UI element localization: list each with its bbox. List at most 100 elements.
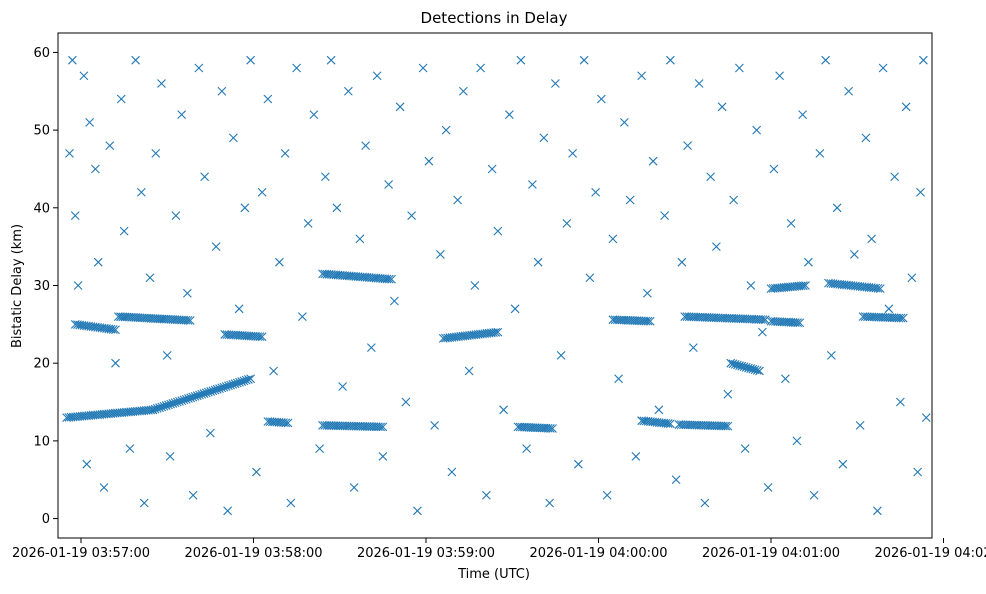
detection-marker — [378, 422, 388, 432]
detection-marker — [205, 428, 215, 438]
detection-marker — [878, 63, 888, 73]
detection-marker — [274, 257, 284, 267]
detection-marker — [760, 315, 770, 325]
detection-marker — [550, 79, 560, 88]
detection-marker — [387, 274, 396, 284]
detection-marker — [470, 281, 480, 290]
detection-marker — [200, 172, 210, 182]
detection-marker — [832, 203, 842, 213]
detection-marker — [723, 421, 733, 431]
detection-marker — [151, 149, 161, 158]
x-tick-label: 2026-01-19 03:59:00 — [357, 546, 495, 561]
detection-marker — [541, 423, 551, 433]
detection-marker — [79, 71, 89, 81]
detection-marker — [527, 180, 537, 189]
detection-marker — [90, 164, 100, 174]
detection-marker — [821, 55, 831, 65]
detection-marker — [105, 141, 115, 151]
detection-marker — [251, 467, 261, 477]
detection-marker — [645, 316, 655, 326]
detection-marker — [643, 316, 653, 326]
detection-marker — [872, 506, 882, 516]
x-tick-label: 2026-01-19 04:02:00 — [874, 546, 986, 561]
detection-marker — [533, 423, 542, 433]
detection-marker — [315, 444, 325, 454]
detection-marker — [361, 141, 371, 151]
detection-marker — [125, 444, 135, 454]
detection-marker — [349, 483, 359, 492]
detection-marker — [303, 218, 313, 228]
detection-marker — [849, 250, 859, 259]
detection-marker — [614, 374, 624, 384]
detection-marker — [504, 110, 514, 119]
detection-marker — [119, 226, 129, 236]
detection-marker — [240, 203, 250, 213]
detection-marker — [746, 281, 756, 290]
detection-marker — [723, 389, 733, 399]
detection-marker — [537, 423, 547, 433]
detection-marker — [491, 327, 501, 337]
detection-marker — [395, 102, 405, 112]
y-tick-label: 60 — [33, 46, 50, 61]
detection-marker — [861, 133, 871, 143]
detection-marker — [297, 312, 307, 321]
detection-marker — [545, 498, 555, 508]
detection-marker — [517, 422, 527, 432]
detection-marker — [683, 141, 693, 151]
detection-marker — [526, 423, 536, 432]
y-tick-label: 30 — [33, 279, 50, 294]
detection-marker — [568, 149, 578, 158]
detection-marker — [515, 422, 525, 432]
detection-marker — [918, 55, 928, 65]
detection-marker — [913, 467, 923, 477]
detection-marker — [734, 63, 744, 73]
detection-marker — [803, 257, 813, 267]
detection-marker — [458, 86, 468, 96]
detection-marker — [545, 423, 555, 433]
detection-marker — [539, 423, 549, 433]
detection-marker — [907, 273, 917, 283]
detection-marker — [535, 423, 544, 433]
detection-marker — [522, 444, 532, 454]
detection-marker — [332, 203, 342, 213]
detection-marker — [499, 405, 509, 415]
y-tick-label: 20 — [33, 357, 50, 372]
detection-marker — [281, 418, 291, 428]
detection-marker — [522, 422, 532, 432]
detection-marker — [801, 281, 810, 290]
detection-marker — [694, 79, 704, 88]
detection-marker — [916, 187, 925, 197]
detection-marker — [384, 180, 394, 189]
detection-marker — [246, 374, 256, 384]
detection-marker — [717, 102, 727, 112]
detection-marker — [793, 318, 802, 328]
detection-marker — [435, 250, 445, 259]
x-axis-label: Time (UTC) — [457, 567, 530, 582]
detection-marker — [752, 125, 762, 135]
detection-marker — [585, 273, 595, 283]
detection-marker — [755, 366, 764, 376]
detection-marker — [228, 133, 238, 143]
detection-marker — [533, 257, 543, 267]
detection-marker — [234, 304, 244, 314]
detection-marker — [524, 422, 534, 432]
detection-marker — [67, 55, 77, 65]
detection-marker — [596, 94, 606, 104]
plot-frame — [57, 32, 933, 539]
detection-marker — [389, 296, 399, 306]
detection-marker — [901, 102, 911, 112]
detection-marker — [476, 63, 486, 73]
detection-marker — [401, 397, 411, 407]
detection-marker — [556, 351, 566, 360]
detection-marker — [815, 149, 825, 158]
detection-marker — [286, 498, 296, 508]
detection-marker — [257, 332, 267, 342]
detection-marker — [99, 483, 109, 492]
detection-marker — [407, 211, 417, 220]
x-tick-label: 2026-01-19 03:58:00 — [184, 546, 322, 561]
detection-marker — [183, 315, 193, 325]
detection-marker — [131, 55, 141, 65]
detection-marker — [700, 498, 710, 508]
detection-marker — [185, 316, 195, 325]
